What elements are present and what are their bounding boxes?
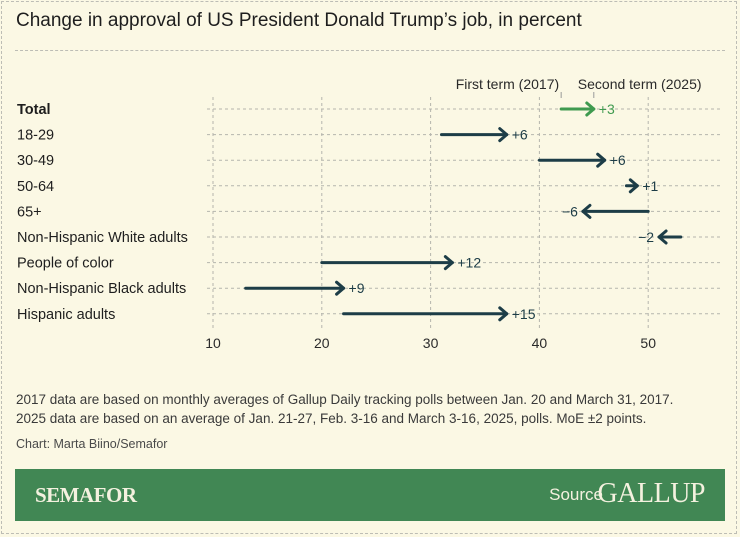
change-arrowhead: [596, 152, 607, 168]
change-label: +12: [457, 255, 481, 271]
legend-first-term: First term (2017): [456, 76, 559, 92]
change-label: +3: [599, 101, 615, 117]
change-arrowhead: [498, 127, 509, 143]
change-label: +6: [512, 127, 528, 143]
note-2017: 2017 data are based on monthly averages …: [16, 392, 674, 407]
x-tick-label: 30: [423, 335, 439, 351]
change-label: +6: [610, 152, 626, 168]
change-arrowhead: [628, 178, 639, 194]
change-label: +9: [349, 280, 365, 296]
semafor-logo: SEMAFOR: [35, 483, 137, 507]
row-label: People of color: [17, 256, 114, 272]
x-tick-label: 40: [532, 335, 548, 351]
x-tick-label: 20: [314, 335, 330, 351]
footer-bar: SEMAFOR Source GALLUP: [15, 469, 725, 521]
gallup-logo: GALLUP: [597, 478, 706, 509]
change-label: +1: [642, 178, 658, 194]
change-arrowhead: [585, 101, 596, 117]
row-label: 18-29: [17, 128, 54, 144]
row-label: 30-49: [17, 153, 54, 169]
change-label: −6: [562, 203, 578, 219]
row-label: 65+: [17, 204, 42, 220]
chart-title: Change in approval of US President Donal…: [16, 10, 582, 31]
chart-credit: Chart: Marta Biino/Semafor: [16, 437, 168, 451]
source-label: Source: [549, 485, 603, 504]
change-arrowhead: [657, 229, 668, 245]
title-divider: [15, 50, 725, 51]
change-arrowhead: [335, 280, 346, 296]
change-arrowhead: [498, 306, 509, 322]
change-arrowhead: [581, 203, 592, 219]
row-label: Hispanic adults: [17, 307, 115, 323]
legend-second-term: Second term (2025): [578, 76, 702, 92]
row-label: Non-Hispanic Black adults: [17, 281, 186, 297]
note-2025: 2025 data are based on an average of Jan…: [16, 411, 647, 426]
x-tick-label: 50: [640, 335, 656, 351]
row-label: Total: [17, 102, 51, 118]
change-label: −2: [638, 229, 654, 245]
row-label: Non-Hispanic White adults: [17, 230, 188, 246]
change-label: +15: [512, 306, 536, 322]
row-label: 50-64: [17, 179, 54, 195]
change-arrowhead: [443, 255, 454, 271]
x-tick-label: 10: [205, 335, 221, 351]
